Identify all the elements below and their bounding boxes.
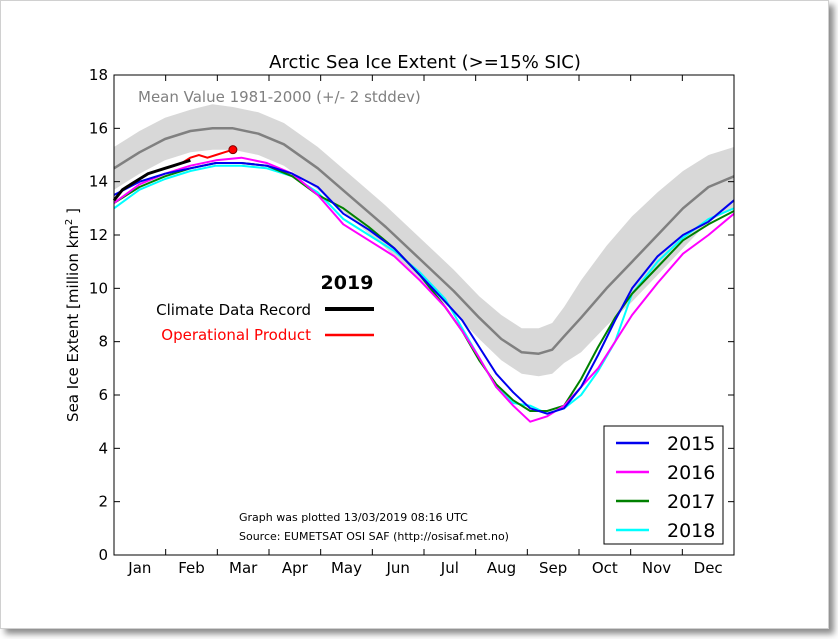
x-tick-label: Aug [487, 559, 516, 577]
y-tick-label: 8 [98, 333, 108, 351]
y-tick-label: 18 [89, 66, 108, 84]
series-line-2018 [113, 164, 735, 415]
y-axis-label-end: ] [64, 208, 82, 219]
x-tick-label: Oct [592, 559, 618, 577]
series-layer [112, 127, 735, 423]
legend-cdr-label: Climate Data Record [156, 301, 311, 319]
y-axis-label: Sea Ice Extent [million km2 ] [64, 208, 82, 422]
plot-timestamp-note: Graph was plotted 13/03/2019 08:16 UTC [239, 511, 468, 524]
stddev-band-layer [114, 104, 734, 377]
chart-frame: Arctic Sea Ice Extent (>=15% SIC) Mean V… [0, 0, 829, 629]
y-tick-label: 0 [98, 546, 108, 564]
legend-op-label: Operational Product [161, 326, 311, 344]
x-tick-label: Apr [282, 559, 309, 577]
x-tick-label: Jun [385, 559, 409, 577]
x-tick-label: Dec [694, 559, 723, 577]
x-tick-label: Jan [127, 559, 151, 577]
x-tick-label: Jul [440, 559, 459, 577]
y-tick-label: 4 [98, 439, 108, 457]
y-tick-label: 12 [89, 226, 108, 244]
mean-line [113, 127, 735, 355]
y-axis-label-text: Sea Ice Extent [million km [64, 225, 82, 422]
y-tick-label: 10 [89, 279, 108, 297]
mean-value-label: Mean Value 1981-2000 (+/- 2 stddev) [138, 88, 421, 106]
series-line-2016 [113, 156, 735, 423]
legend-2019: 2019 Climate Data Record Operational Pro… [156, 272, 374, 344]
series-line-2015 [113, 162, 735, 415]
y-tick-label: 14 [89, 173, 108, 191]
x-tick-label: Feb [178, 559, 205, 577]
latest-value-marker [228, 145, 238, 155]
chart-title: Arctic Sea Ice Extent (>=15% SIC) [269, 52, 581, 73]
year-legend: 2015 2016 2017 2018 [603, 425, 724, 545]
y-tick-label: 16 [89, 119, 108, 137]
year-legend-box [603, 425, 724, 545]
y-axis-label-sup: 2 [64, 219, 75, 225]
legend-2019-title: 2019 [321, 272, 374, 294]
legend-label-2017: 2017 [667, 491, 715, 513]
legend-label-2015: 2015 [667, 433, 715, 455]
series-line-2019-cdr [112, 158, 191, 202]
y-tick-label: 6 [98, 386, 108, 404]
data-source-note: Source: EUMETSAT OSI SAF (http://osisaf.… [239, 530, 509, 543]
stddev-band [114, 104, 734, 377]
tick-layer: 0 2 4 6 8 10 12 14 16 18 Jan Feb Mar Apr May Jun Jul Aug S… [89, 66, 734, 577]
plot-border [113, 74, 735, 556]
legend-label-2018: 2018 [667, 520, 715, 542]
x-tick-label: Sep [539, 559, 567, 577]
y-tick-label: 2 [98, 493, 108, 511]
series-line-2019-operational [181, 148, 234, 164]
legend-label-2016: 2016 [667, 462, 715, 484]
x-tick-label: Nov [642, 559, 671, 577]
x-tick-label: Mar [229, 559, 258, 577]
x-tick-label: May [331, 559, 362, 577]
